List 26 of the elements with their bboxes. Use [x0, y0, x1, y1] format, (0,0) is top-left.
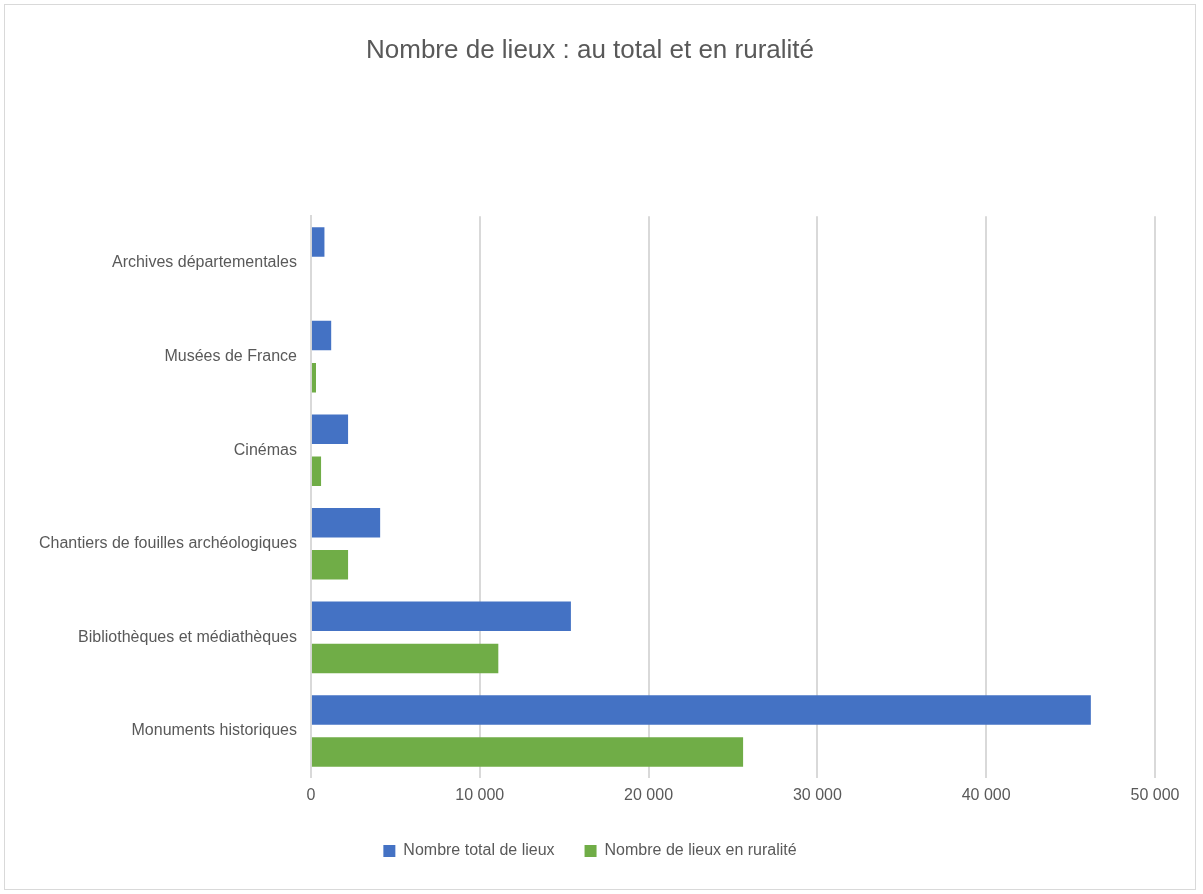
bar — [311, 695, 1091, 725]
bar — [311, 320, 332, 351]
bar — [311, 643, 499, 674]
bar — [311, 737, 744, 767]
bar — [311, 601, 571, 632]
bar — [311, 227, 325, 257]
bar — [311, 550, 349, 580]
legend-label: Nombre de lieux en ruralité — [604, 841, 797, 859]
legend-label: Nombre total de lieux — [403, 841, 555, 859]
y-tick-label: Archives départementales — [111, 253, 297, 271]
y-tick-label: Cinémas — [233, 440, 297, 458]
y-tick-label: Chantiers de fouilles archéologiques — [39, 534, 297, 552]
x-tick-label: 30 000 — [792, 785, 842, 803]
x-tick-label: 10 000 — [455, 785, 505, 803]
bar — [311, 456, 322, 486]
y-tick-label: Bibliothèques et médiathèques — [78, 627, 297, 645]
y-tick-label: Musées de France — [164, 347, 298, 365]
y-tick-label: Monuments historiques — [131, 721, 297, 739]
x-tick-label: 0 — [306, 785, 316, 803]
x-tick-label: 40 000 — [961, 785, 1011, 803]
x-tick-label: 20 000 — [624, 785, 674, 803]
x-tick-label: 50 000 — [1130, 785, 1180, 803]
bar — [311, 414, 349, 444]
chart-title: Nombre de lieux : au total et en ruralité — [365, 33, 815, 64]
bar — [311, 508, 381, 538]
bar — [311, 362, 316, 393]
